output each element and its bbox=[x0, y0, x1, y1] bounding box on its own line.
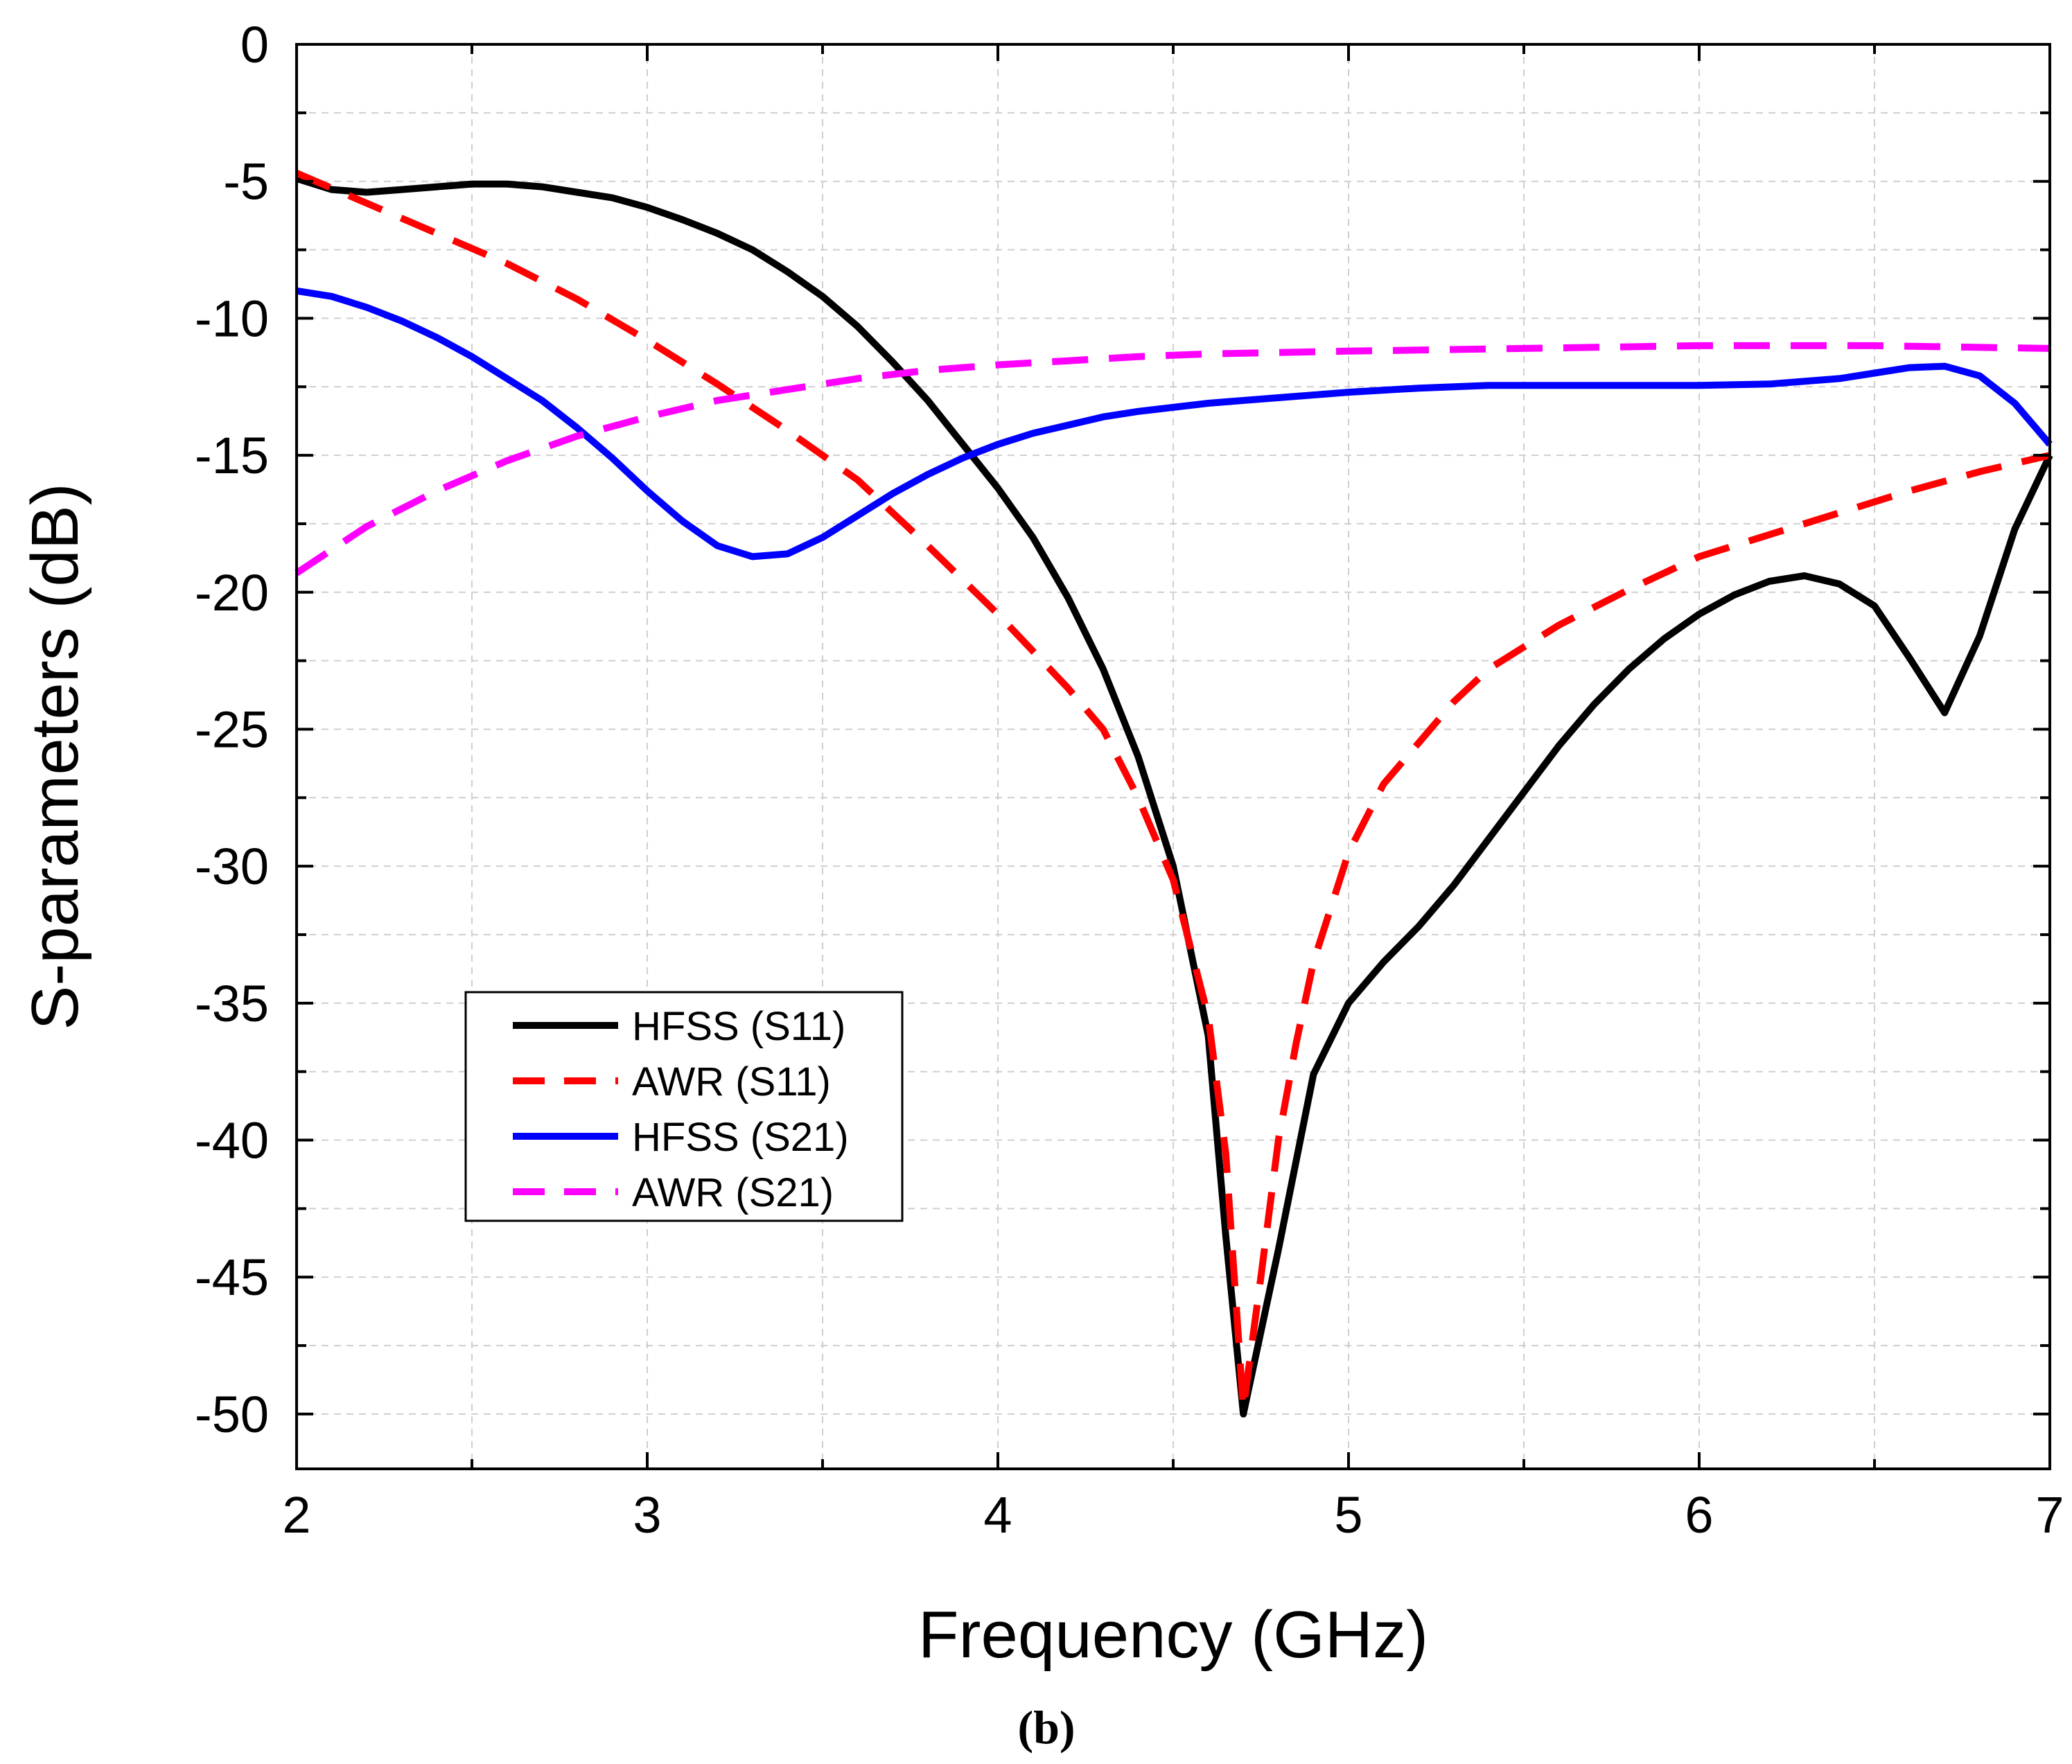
figure-caption: (b) bbox=[1017, 1701, 1075, 1754]
series-line-0 bbox=[295, 175, 2053, 1418]
y-tick-label: -20 bbox=[195, 564, 269, 621]
legend-label-2: HFSS (S21) bbox=[632, 1115, 849, 1160]
x-tick-label: 3 bbox=[633, 1486, 661, 1544]
series-lines bbox=[295, 170, 2053, 1418]
y-tick-label: -25 bbox=[195, 700, 269, 758]
y-tick-label: 0 bbox=[240, 16, 269, 73]
legend-label-1: AWR (S11) bbox=[632, 1059, 831, 1104]
axis-tick-labels: 2 3 4 5 6 7 0 -5 -10 -15 -20 -25 -30 -35 -40 -45 -50 bbox=[195, 16, 2064, 1544]
x-axis-title: Frequency (GHz) bbox=[918, 1598, 1428, 1672]
y-tick-label: -15 bbox=[195, 427, 269, 484]
y-tick-label: -45 bbox=[195, 1249, 269, 1306]
y-tick-label: -40 bbox=[195, 1112, 269, 1170]
x-tick-label: 4 bbox=[983, 1486, 1012, 1544]
x-tick-label: 7 bbox=[2035, 1486, 2064, 1544]
legend-box bbox=[464, 991, 904, 1222]
x-tick-label: 2 bbox=[282, 1486, 310, 1544]
y-axis-title: S-parameters (dB) bbox=[18, 483, 92, 1030]
axis-ticks bbox=[295, 43, 2051, 1469]
series-line-3 bbox=[295, 342, 2051, 576]
legend-label-3: AWR (S21) bbox=[632, 1170, 834, 1215]
series-line-2 bbox=[296, 287, 2053, 561]
legend-label-0: HFSS (S11) bbox=[632, 1004, 845, 1049]
legend: HFSS (S11) AWR (S11) HFSS (S21) AWR (S21) bbox=[464, 991, 904, 1222]
legend-entries: HFSS (S11) AWR (S11) HFSS (S21) AWR (S21) bbox=[513, 1004, 849, 1215]
y-tick-label: -50 bbox=[195, 1386, 269, 1443]
y-tick-label: -35 bbox=[195, 975, 269, 1032]
x-tick-label: 6 bbox=[1685, 1486, 1713, 1544]
series-line-1 bbox=[295, 170, 2051, 1412]
y-tick-label: -30 bbox=[195, 838, 269, 895]
y-tick-label: -5 bbox=[223, 153, 269, 211]
grid bbox=[297, 44, 2050, 1469]
y-tick-label: -10 bbox=[195, 290, 269, 347]
x-tick-label: 5 bbox=[1334, 1486, 1362, 1544]
